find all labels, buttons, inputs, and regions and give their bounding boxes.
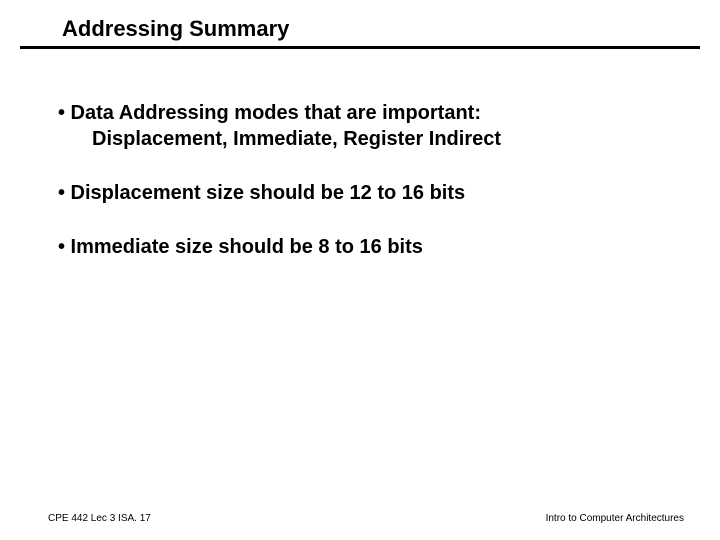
bullet-item: • Data Addressing modes that are importa… bbox=[58, 100, 680, 152]
bullet-text: • Displacement size should be 12 to 16 b… bbox=[58, 180, 680, 206]
bullet-subtext: Displacement, Immediate, Register Indire… bbox=[58, 126, 680, 152]
content-area: • Data Addressing modes that are importa… bbox=[58, 100, 680, 288]
bullet-item: • Displacement size should be 12 to 16 b… bbox=[58, 180, 680, 206]
footer-right: Intro to Computer Architectures bbox=[546, 513, 684, 524]
bullet-item: • Immediate size should be 8 to 16 bits bbox=[58, 234, 680, 260]
title-section: Addressing Summary bbox=[62, 16, 690, 47]
slide-container: Addressing Summary • Data Addressing mod… bbox=[0, 0, 720, 540]
slide-title: Addressing Summary bbox=[62, 16, 690, 47]
title-underline bbox=[20, 46, 700, 49]
footer-left: CPE 442 Lec 3 ISA. 17 bbox=[48, 513, 151, 524]
bullet-text: • Immediate size should be 8 to 16 bits bbox=[58, 234, 680, 260]
bullet-text: • Data Addressing modes that are importa… bbox=[58, 100, 680, 126]
